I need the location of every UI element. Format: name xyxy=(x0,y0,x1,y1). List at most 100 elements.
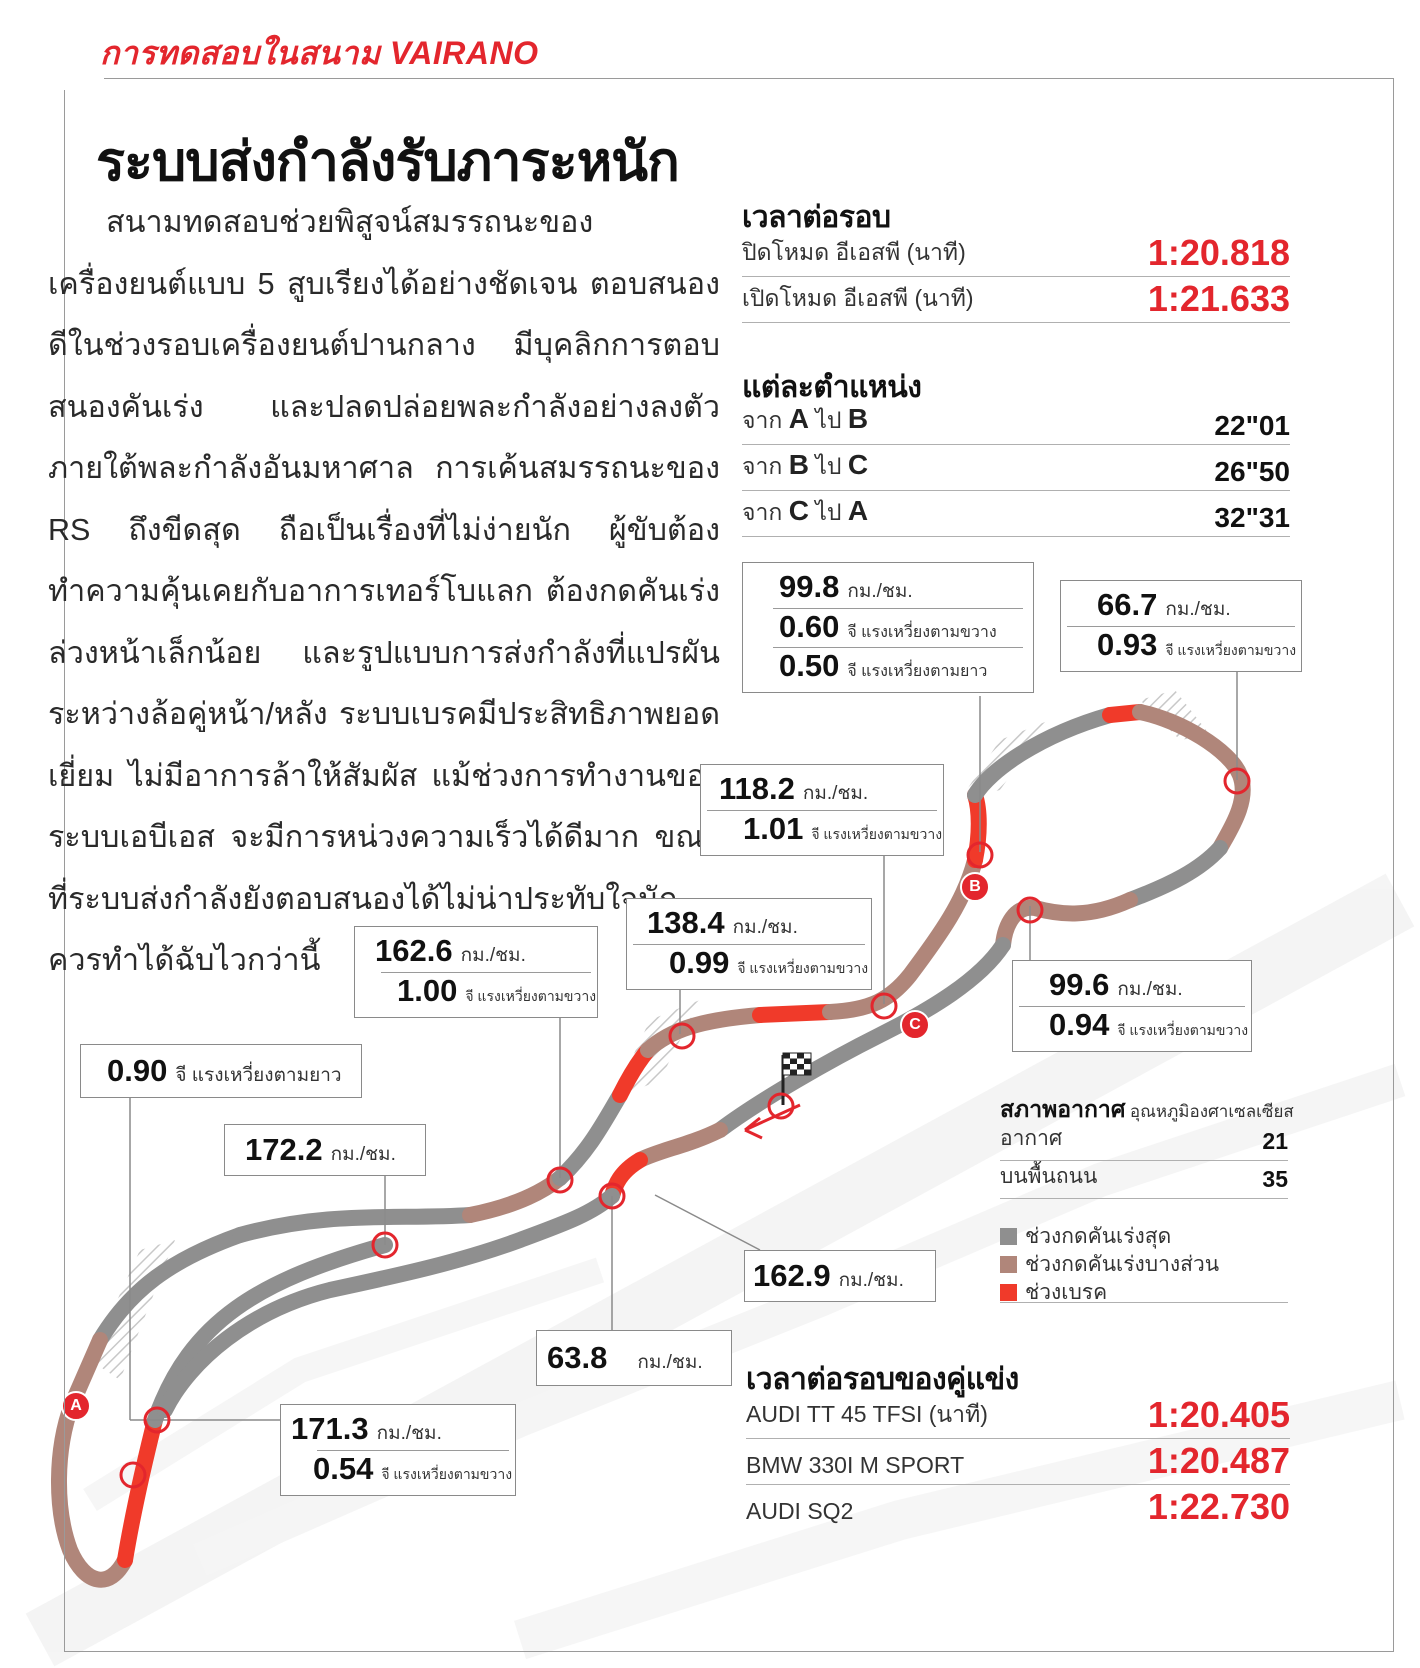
callout-unit: กม./ชม. xyxy=(460,945,526,966)
callout-speed: 162.9 xyxy=(753,1257,831,1293)
callout-9: 162.9 กม./ชม. xyxy=(744,1250,936,1302)
callout-gforce: 0.99 xyxy=(669,945,730,980)
callout-speed: 138.4 xyxy=(647,905,725,940)
callout-speed: 162.6 xyxy=(375,933,453,968)
legend-swatch xyxy=(1000,1256,1017,1273)
track-seg-partial xyxy=(51,1396,133,1588)
weather-title: สภาพอากาศ อุณหภูมิองศาเซลเซียส xyxy=(1000,1092,1294,1128)
legend-item-braking: ช่วงเบรค xyxy=(1000,1276,1107,1309)
weather-subtitle: อุณหภูมิองศาเซลเซียส xyxy=(1129,1102,1294,1121)
legend-divider xyxy=(1000,1302,1288,1303)
callout-5: 162.6 กม./ชม. 1.00 จี แรงเหวี่ยงตามขวาง xyxy=(354,926,598,1018)
track-seg-full xyxy=(1122,840,1228,908)
rival-row: BMW 330I M SPORT 1:20.487 xyxy=(746,1440,1290,1485)
sector-row: จาก C ไป A 32"31 xyxy=(742,492,1290,537)
race-track xyxy=(51,704,1251,1588)
lap-times-title: เวลาต่อรอบ xyxy=(742,201,891,234)
callout-unit: จี แรงเหวี่ยงตามยาว xyxy=(847,663,988,680)
callout-speed: 172.2 xyxy=(245,1131,323,1167)
callout-11: 171.3 กม./ชม. 0.54 จี แรงเหวี่ยงตามขวาง xyxy=(280,1404,516,1496)
weather-label: บนพื้นถนน xyxy=(1000,1165,1098,1188)
callout-unit: จี แรงเหวี่ยงตามขวาง xyxy=(811,826,943,842)
sector-mid: ไป xyxy=(815,499,842,525)
callout-gforce: 0.93 xyxy=(1097,627,1158,662)
lap-time-value: 1:21.633 xyxy=(1147,278,1290,319)
callout-gforce: 1.00 xyxy=(397,973,458,1008)
track-seg-full xyxy=(232,1207,478,1243)
sector-from: C xyxy=(788,495,809,526)
callout-4: 138.4 กม./ชม. 0.99 จี แรงเหวี่ยงตามขวาง xyxy=(626,898,872,990)
sector-to: C xyxy=(847,449,869,480)
callout-unit: กม./ชม. xyxy=(637,1351,703,1373)
callout-3: 118.2 กม./ชม. 1.01 จี แรงเหวี่ยงตามขวาง xyxy=(700,764,944,856)
callout-gforce: 0.90 xyxy=(107,1052,168,1088)
callout-7: 0.90 จี แรงเหวี่ยงตามยาว xyxy=(80,1044,362,1098)
weather-row: บนพื้นถนน 35 xyxy=(1000,1162,1288,1199)
legend-swatch xyxy=(1000,1228,1017,1245)
track-seg-full xyxy=(712,937,1011,1138)
callout-unit: จี แรงเหวี่ยงตามยาว xyxy=(175,1064,342,1086)
checkered-flag-icon xyxy=(781,1052,812,1105)
callout-unit: จี แรงเหวี่ยงตามขวาง xyxy=(465,988,597,1004)
callout-unit: กม./ชม. xyxy=(847,581,913,602)
rival-label: AUDI SQ2 xyxy=(746,1498,854,1524)
rival-time: 1:20.405 xyxy=(1147,1394,1290,1435)
callout-2: 66.7 กม./ชม. 0.93 จี แรงเหวี่ยงตามขวาง xyxy=(1060,580,1302,672)
callout-gforce: 0.54 xyxy=(313,1451,374,1486)
rival-time: 1:22.730 xyxy=(1147,1486,1290,1527)
callout-unit: กม./ชม. xyxy=(1165,599,1231,620)
legend-label: ช่วงเบรค xyxy=(1025,1281,1108,1304)
track-seg-brake xyxy=(117,1412,163,1568)
rival-row: AUDI SQ2 1:22.730 xyxy=(746,1486,1290,1530)
sector-row: จาก B ไป C 26"50 xyxy=(742,446,1290,491)
track-seg-partial xyxy=(995,892,1138,953)
page-frame xyxy=(64,78,1394,1652)
lap-time-row: เปิดโหมด อีเอสพี (นาที) 1:21.633 xyxy=(742,278,1290,323)
legend-item-full-throttle: ช่วงกดคันเร่งสุด xyxy=(1000,1220,1171,1253)
sector-from: A xyxy=(788,403,809,434)
legend-item-partial-throttle: ช่วงกดคันเร่งบางส่วน xyxy=(1000,1248,1219,1281)
sector-marker-b: B xyxy=(960,872,990,902)
lap-time-label: เปิดโหมด อีเอสพี (นาที) xyxy=(742,285,974,311)
lap-time-row: ปิดโหมด อีเอสพี (นาที) 1:20.818 xyxy=(742,232,1290,277)
sector-to: B xyxy=(847,403,869,434)
sector-marker-a: A xyxy=(61,1391,91,1421)
direction-arrow-icon xyxy=(744,1103,801,1140)
sectors-title: แต่ละตำแหน่ง xyxy=(742,371,922,404)
track-seg-partial xyxy=(1132,704,1251,856)
headline: ระบบส่งกำลังรับภาระหนัก xyxy=(96,132,680,192)
track-seg-full xyxy=(967,707,1118,803)
callout-gforce: 0.50 xyxy=(779,648,840,683)
track-seg-brake xyxy=(752,1004,838,1023)
callout-unit: จี แรงเหวี่ยงตามขวาง xyxy=(1165,642,1297,658)
callout-unit: จี แรงเหวี่ยงตามขวาง xyxy=(1117,1022,1249,1038)
callout-1: 99.8 กม./ชม. 0.60 จี แรงเหวี่ยงตามขวาง 0.5… xyxy=(742,562,1034,693)
lap-time-value: 1:20.818 xyxy=(1147,232,1290,273)
track-seg-full xyxy=(147,1237,393,1428)
callout-speed: 171.3 xyxy=(291,1411,369,1446)
callout-speed: 63.8 xyxy=(547,1339,608,1375)
rival-label: BMW 330I M SPORT xyxy=(746,1452,965,1478)
legend-swatch xyxy=(1000,1284,1017,1301)
callout-unit: จี แรงเหวี่ยงตามขวาง xyxy=(847,624,997,641)
callout-unit: กม./ชม. xyxy=(1117,979,1183,1000)
callout-speed: 66.7 xyxy=(1097,587,1158,622)
track-seg-full xyxy=(92,1227,248,1348)
rival-label: AUDI TT 45 TFSI (นาที) xyxy=(746,1401,988,1427)
rival-time: 1:20.487 xyxy=(1147,1440,1290,1481)
callout-6: 99.6 กม./ชม. 0.94 จี แรงเหวี่ยงตามขวาง xyxy=(1012,960,1252,1052)
kicker: การทดสอบในสนาม VAIRANO xyxy=(100,35,539,71)
frame-mask xyxy=(64,70,104,90)
sector-to: A xyxy=(847,495,869,526)
track-seg-full xyxy=(552,1087,628,1186)
legend-label: ช่วงกดคันเร่งสุด xyxy=(1025,1225,1172,1248)
callout-gforce: 1.01 xyxy=(743,811,804,846)
article-paragraph: สนามทดสอบช่วยพิสูจน์สมรรถนะของเครื่องยนต… xyxy=(48,205,720,977)
track-ring-markers xyxy=(119,767,1251,1489)
sector-pre: จาก xyxy=(742,407,783,433)
sector-pre: จาก xyxy=(742,453,783,479)
sector-mid: ไป xyxy=(815,453,842,479)
legend-label: ช่วงกดคันเร่งบางส่วน xyxy=(1025,1253,1220,1276)
sector-time: 22"01 xyxy=(1214,410,1290,441)
sector-time: 32"31 xyxy=(1214,502,1290,533)
